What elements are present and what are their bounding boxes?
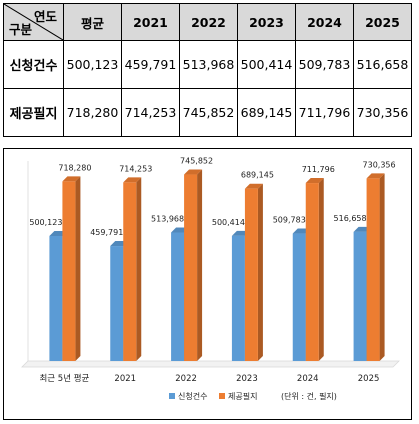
x-tick-label: 2025: [358, 374, 380, 384]
bar-제공필지: [244, 188, 258, 361]
data-label-신청건수: 500,123: [29, 218, 62, 227]
row-header: 신청건수: [3, 40, 64, 89]
legend-label: 제공필지: [228, 391, 257, 401]
chart-panel: 500,123 718,280 최근 5년 평균 459,791 714,253 2021…: [3, 148, 412, 420]
bar-신청건수: [292, 233, 306, 361]
bar-side-제공필지: [257, 183, 263, 361]
table-row: 신청건수 500,123 459,791 513,968 500,414 509…: [3, 40, 412, 89]
bar-top-제공필지: [305, 178, 324, 184]
bar-side-제공필지: [379, 173, 385, 361]
x-tick-label: 최근 5년 평균: [39, 373, 89, 384]
table-cell: 513,968: [179, 40, 238, 89]
bar-신청건수: [110, 246, 124, 361]
table-corner-cell: 연도 구분: [3, 3, 64, 41]
bar-제공필지: [366, 178, 380, 361]
bar-top-제공필지: [366, 173, 385, 179]
data-label-신청건수: 459,791: [90, 228, 123, 237]
data-label-제공필지: 714,253: [119, 164, 152, 173]
column-header: 2022: [179, 3, 238, 41]
bar-top-제공필지: [62, 176, 81, 182]
table-cell: 745,852: [179, 88, 238, 137]
bar-side-제공필지: [136, 177, 142, 361]
table-cell: 714,253: [121, 88, 180, 137]
data-table: 연도 구분 평균 2021 2022 2023 2024 2025 신청건수 5…: [3, 3, 412, 137]
column-header: 평균: [63, 3, 122, 41]
chart-floor: [21, 360, 400, 368]
bar-top-제공필지: [244, 183, 263, 189]
bar-top-제공필지: [184, 169, 203, 175]
corner-label-category: 구분: [9, 22, 33, 37]
table-cell: 516,658: [353, 40, 412, 89]
bar-제공필지: [62, 181, 76, 361]
unit-note: (단위 : 건, 필지): [281, 391, 337, 401]
bar-chart: 500,123 718,280 최근 5년 평균 459,791 714,253 2021…: [21, 157, 400, 401]
data-label-신청건수: 516,658: [334, 214, 367, 223]
data-label-신청건수: 513,968: [151, 215, 184, 224]
data-label-제공필지: 718,280: [58, 163, 91, 172]
bar-side-제공필지: [197, 169, 203, 361]
data-label-신청건수: 509,783: [273, 216, 306, 225]
legend-swatch-신청건수: [169, 393, 175, 399]
bar-제공필지: [123, 182, 137, 361]
bar-신청건수: [353, 231, 367, 361]
table-cell: 459,791: [121, 40, 180, 89]
column-header: 2024: [295, 3, 354, 41]
bar-side-제공필지: [318, 178, 324, 361]
table-cell: 509,783: [295, 40, 354, 89]
column-header: 2025: [353, 3, 412, 41]
table-cell: 711,796: [295, 88, 354, 137]
table-header-row: 연도 구분 평균 2021 2022 2023 2024 2025: [3, 3, 412, 41]
diagonal-divider: [4, 4, 63, 40]
legend-label: 신청건수: [178, 391, 207, 401]
bar-top-제공필지: [123, 177, 142, 183]
table-row: 제공필지 718,280 714,253 745,852 689,145 711…: [3, 88, 412, 137]
table-cell: 730,356: [353, 88, 412, 137]
corner-label-year: 연도: [33, 9, 57, 24]
table-cell: 689,145: [237, 88, 296, 137]
x-tick-label: 2021: [114, 374, 136, 384]
data-label-제공필지: 689,145: [241, 171, 274, 180]
x-tick-label: 2023: [236, 374, 258, 384]
data-label-제공필지: 730,356: [363, 160, 396, 169]
x-tick-label: 2024: [297, 374, 319, 384]
data-label-제공필지: 745,852: [180, 157, 213, 166]
bar-신청건수: [171, 232, 185, 361]
bar-제공필지: [184, 174, 198, 361]
column-header: 2023: [237, 3, 296, 41]
bar-side-제공필지: [75, 176, 81, 361]
bar-신청건수: [49, 235, 63, 361]
figure-frame: 연도 구분 평균 2021 2022 2023 2024 2025 신청건수 5…: [3, 3, 415, 421]
table-cell: 500,414: [237, 40, 296, 89]
legend-swatch-제공필지: [219, 393, 225, 399]
bar-제공필지: [305, 183, 319, 361]
x-tick-label: 2022: [175, 374, 197, 384]
table-cell: 500,123: [63, 40, 122, 89]
data-label-신청건수: 500,414: [212, 218, 245, 227]
column-header: 2021: [121, 3, 180, 41]
row-header: 제공필지: [3, 88, 64, 137]
data-label-제공필지: 711,796: [302, 165, 335, 174]
table-cell: 718,280: [63, 88, 122, 137]
bar-신청건수: [231, 235, 245, 361]
